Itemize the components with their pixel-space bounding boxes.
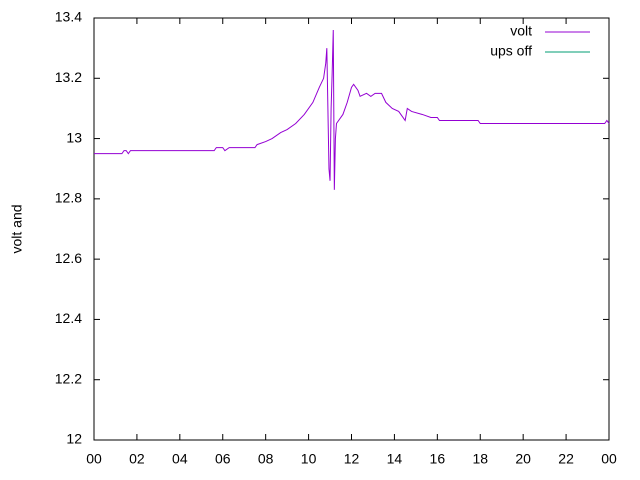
- x-tick-label: 02: [129, 451, 145, 467]
- y-tick-label: 12.2: [55, 370, 82, 386]
- plot-frame: [93, 17, 610, 441]
- y-tick-label: 12.8: [55, 190, 82, 206]
- y-axis-label: volt and: [9, 204, 25, 253]
- x-tick-label: 12: [344, 451, 360, 467]
- x-tick-label: 04: [172, 451, 188, 467]
- legend-label: ups off: [490, 43, 532, 59]
- x-tick-label: 06: [215, 451, 231, 467]
- y-tick-label: 12.4: [55, 310, 82, 326]
- x-tick-label: 10: [301, 451, 317, 467]
- legend-label: volt: [510, 23, 532, 39]
- x-tick-label: 14: [387, 451, 403, 467]
- y-tick-label: 13.2: [55, 69, 82, 85]
- y-tick-label: 13.4: [55, 9, 82, 25]
- x-tick-label: 00: [86, 451, 102, 467]
- data-line: [94, 30, 610, 190]
- y-tick-label: 12: [66, 431, 82, 447]
- x-tick-label: 00: [601, 451, 617, 467]
- y-tick-label: 12.6: [55, 250, 82, 266]
- x-tick-label: 08: [258, 451, 274, 467]
- x-tick-label: 16: [430, 451, 446, 467]
- x-tick-label: 22: [558, 451, 574, 467]
- y-tick-label: 13: [66, 129, 82, 145]
- x-tick-label: 20: [515, 451, 531, 467]
- x-tick-label: 18: [472, 451, 488, 467]
